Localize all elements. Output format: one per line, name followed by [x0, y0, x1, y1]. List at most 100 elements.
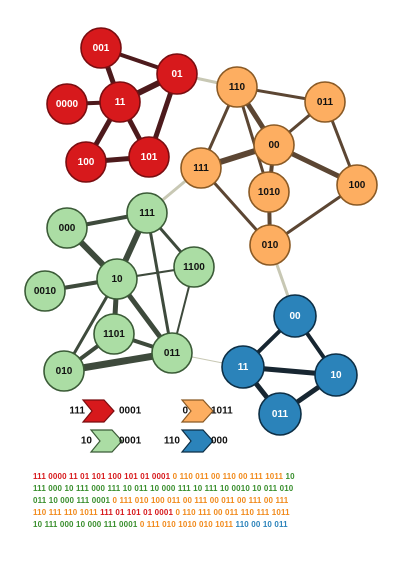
node-label: 011 — [272, 409, 289, 420]
code-line: 111 000 10 111 000 111 10 011 10 000 111… — [33, 483, 383, 495]
legend-from-label: 10 — [81, 436, 93, 447]
node-g10[interactable]: 10 — [96, 258, 138, 300]
code-line: 10 111 000 10 000 111 0001 0 111 010 101… — [33, 519, 383, 531]
legend-from-label: 110 — [164, 436, 181, 447]
code-line: 111 0000 11 01 101 100 101 01 0001 0 110… — [33, 471, 383, 483]
code-segment-green: 10 111 000 10 000 111 0001 — [33, 520, 140, 529]
node-o1010[interactable]: 1010 — [248, 171, 290, 213]
node-r001[interactable]: 001 — [80, 27, 122, 69]
node-circle — [248, 171, 290, 213]
legend-to-label: 1011 — [211, 406, 233, 417]
node-circle — [216, 66, 258, 108]
node-b011[interactable]: 011 — [258, 392, 302, 436]
node-g000[interactable]: 000 — [46, 207, 88, 249]
node-g011[interactable]: 011 — [151, 332, 193, 374]
node-circle — [24, 270, 66, 312]
node-label: 010 — [262, 240, 279, 251]
node-label: 11 — [238, 362, 249, 373]
node-circle — [249, 224, 291, 266]
code-segment-red: 111 01 101 01 0001 — [100, 508, 176, 517]
code-segment-orange: 0 111 010 1010 010 1011 — [139, 520, 236, 529]
node-circle — [180, 147, 222, 189]
node-label: 111 — [139, 208, 155, 219]
node-b10[interactable]: 10 — [314, 353, 358, 397]
legend-item-red: 111 0001 — [69, 399, 142, 423]
node-label: 0000 — [56, 99, 79, 110]
legend-arrow-icon — [81, 399, 115, 423]
node-label: 000 — [59, 223, 76, 234]
node-label: 111 — [193, 163, 209, 174]
node-o010[interactable]: 010 — [249, 224, 291, 266]
node-label: 010 — [56, 366, 73, 377]
node-circle — [43, 350, 85, 392]
legend-arrow-icon — [180, 429, 214, 453]
node-circle — [151, 332, 193, 374]
node-b00[interactable]: 00 — [273, 294, 317, 338]
node-label: 011 — [164, 348, 181, 359]
node-circle — [126, 192, 168, 234]
legend-to-label: 000 — [211, 436, 228, 447]
node-label: 1010 — [258, 187, 281, 198]
node-label: 10 — [111, 274, 123, 285]
node-g010[interactable]: 010 — [43, 350, 85, 392]
code-segment-orange: 0 110 011 00 110 00 111 1011 — [172, 472, 286, 481]
node-label: 101 — [141, 152, 158, 163]
legend-item-green: 10 0001 — [81, 429, 142, 453]
legend-item-orange: 0 1011 — [180, 399, 233, 423]
node-circle — [253, 124, 295, 166]
legend-from-label: 0 — [182, 406, 188, 417]
node-label: 1100 — [183, 262, 205, 273]
node-circle — [128, 136, 170, 178]
node-circle — [93, 313, 135, 355]
node-circle — [314, 353, 358, 397]
node-circle — [304, 81, 346, 123]
node-g0010[interactable]: 0010 — [24, 270, 66, 312]
node-r101[interactable]: 101 — [128, 136, 170, 178]
node-b11[interactable]: 11 — [221, 345, 265, 389]
legend-to-label: 0001 — [119, 436, 142, 447]
code-segment-blue: 110 00 10 011 — [235, 520, 288, 529]
node-circle — [336, 164, 378, 206]
legend-arrow-icon — [89, 429, 123, 453]
code-segment-green: 111 000 10 111 000 111 10 011 10 000 111… — [33, 484, 294, 493]
node-circle — [273, 294, 317, 338]
node-label: 100 — [349, 180, 366, 191]
node-g1100[interactable]: 1100 — [173, 246, 215, 288]
node-label: 11 — [115, 97, 126, 108]
node-label: 001 — [93, 43, 110, 54]
node-circle — [80, 27, 122, 69]
node-label: 01 — [171, 69, 183, 80]
edge-g111-g011 — [145, 211, 174, 355]
code-segment-orange: 0 111 010 100 011 00 111 00 011 00 111 0… — [112, 496, 289, 505]
node-o111[interactable]: 111 — [180, 147, 222, 189]
node-g111[interactable]: 111 — [126, 192, 168, 234]
node-label: 00 — [268, 140, 280, 151]
node-g1101[interactable]: 1101 — [93, 313, 135, 355]
node-o110[interactable]: 110 — [216, 66, 258, 108]
node-circle — [156, 53, 198, 95]
node-r0000[interactable]: 0000 — [46, 83, 88, 125]
node-r100[interactable]: 100 — [65, 141, 107, 183]
node-label: 10 — [330, 370, 342, 381]
node-o011[interactable]: 011 — [304, 81, 346, 123]
node-r11[interactable]: 11 — [99, 81, 141, 123]
code-sequence: 111 0000 11 01 101 100 101 01 0001 0 110… — [33, 471, 383, 531]
node-label: 100 — [78, 157, 95, 168]
node-o100[interactable]: 100 — [336, 164, 378, 206]
node-circle — [258, 392, 302, 436]
node-label: 011 — [317, 97, 334, 108]
code-segment-orange: 110 111 110 1011 — [33, 508, 101, 517]
node-label: 110 — [229, 82, 246, 93]
code-line: 011 10 000 111 0001 0 111 010 100 011 00… — [33, 495, 383, 507]
node-label: 00 — [289, 311, 301, 322]
code-line: 110 111 110 1011 111 01 101 01 0001 0 11… — [33, 507, 383, 519]
legend-to-label: 0001 — [119, 406, 142, 417]
node-circle — [173, 246, 215, 288]
node-circle — [46, 207, 88, 249]
code-segment-green: 011 10 000 111 0001 — [33, 496, 113, 505]
node-r01[interactable]: 01 — [156, 53, 198, 95]
node-o00[interactable]: 00 — [253, 124, 295, 166]
node-circle — [96, 258, 138, 300]
